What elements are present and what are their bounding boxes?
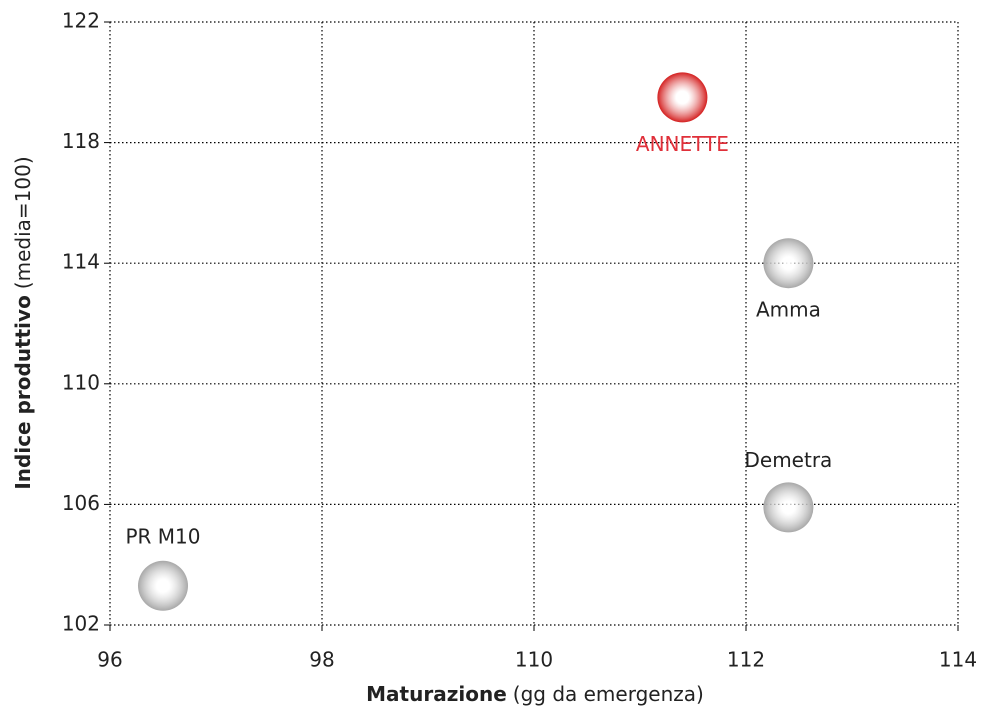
y-axis-label-normal: (media=100): [11, 156, 35, 289]
x-tick-label: 98: [309, 648, 334, 672]
point: [138, 560, 188, 611]
y-tick-label: 106: [62, 491, 100, 515]
point-label: ANNETTE: [636, 132, 729, 156]
y-tick-label: 118: [62, 129, 100, 153]
y-axis-label-bold: Indice produttivo: [11, 295, 35, 489]
x-axis-label-normal: (gg da emergenza): [513, 682, 704, 706]
x-tick-label: 114: [939, 648, 977, 672]
x-axis-label: Maturazione (gg da emergenza): [366, 682, 704, 706]
x-tick-label: 110: [515, 648, 553, 672]
point-label: PR M10: [125, 524, 200, 548]
point: [763, 482, 814, 533]
y-tick-label: 122: [62, 9, 100, 33]
x-tick-label: 112: [727, 648, 765, 672]
point-label: Amma: [756, 298, 821, 322]
y-tick-label: 110: [62, 370, 100, 394]
point: [657, 72, 708, 123]
x-axis-label-bold: Maturazione: [366, 682, 507, 706]
y-tick-label: 114: [62, 250, 100, 274]
y-tick-label: 102: [62, 612, 100, 636]
x-tick-label: 96: [97, 648, 122, 672]
point: [763, 238, 814, 289]
point-label: Demetra: [744, 448, 832, 472]
y-axis-label: Indice produttivo (media=100): [11, 156, 35, 489]
